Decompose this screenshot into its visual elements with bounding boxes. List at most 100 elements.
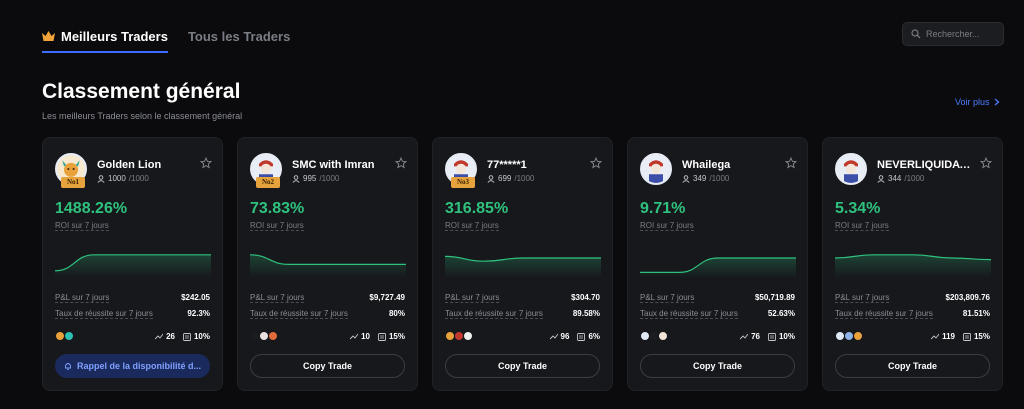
trade-stats: 119 15% bbox=[931, 332, 990, 341]
trader-card[interactable]: NEVERLIQUIDATE... 344/1000 5.34% ROI sur… bbox=[822, 137, 1003, 391]
coin-icon bbox=[463, 331, 473, 341]
copiers-value: 995 bbox=[303, 174, 317, 183]
win-rate-row: Taux de réussite sur 7 jours 52.63% bbox=[640, 309, 795, 319]
trade-stats: 26 10% bbox=[155, 332, 210, 341]
button-label: Rappel de la disponibilité d... bbox=[76, 361, 201, 371]
trader-name[interactable]: NEVERLIQUIDATE... bbox=[877, 159, 977, 171]
rank-badge: No2 bbox=[256, 177, 280, 188]
coin-icons bbox=[55, 331, 74, 341]
roi-value: 316.85% bbox=[445, 200, 509, 217]
sparkline-line bbox=[835, 254, 991, 261]
tab-bar: Meilleurs Traders Tous les Traders bbox=[42, 22, 290, 53]
tab-all-traders-label: Tous les Traders bbox=[187, 28, 291, 44]
copiers-count: 995/1000 bbox=[292, 174, 339, 183]
user-icon bbox=[877, 174, 885, 183]
availability-reminder-button[interactable]: Rappel de la disponibilité d... bbox=[55, 354, 210, 378]
coin-icon bbox=[268, 331, 278, 341]
bell-icon bbox=[65, 363, 71, 370]
tab-all-traders[interactable]: Tous les Traders bbox=[188, 24, 290, 48]
copiers-count: 699/1000 bbox=[487, 174, 534, 183]
trades-icon bbox=[155, 333, 164, 339]
sparkline-line bbox=[55, 254, 211, 272]
trader-card[interactable]: No3 77*****1 699/1000 316.85% ROI sur 7 … bbox=[432, 137, 613, 391]
trader-avatar[interactable]: No2 bbox=[250, 153, 282, 188]
sparkline-area bbox=[250, 254, 406, 278]
star-icon[interactable] bbox=[785, 157, 797, 169]
pnl-label: P&L sur 7 jours bbox=[445, 293, 500, 303]
coin-icon bbox=[64, 331, 74, 341]
pnl-value: $242.05 bbox=[181, 293, 210, 302]
trader-name[interactable]: Golden Lion bbox=[97, 159, 162, 171]
person-avatar-icon bbox=[642, 155, 670, 183]
win-rate-value: 52.63% bbox=[767, 309, 795, 318]
trader-card[interactable]: No2 SMC with Imran 995/1000 73.83% ROI s… bbox=[237, 137, 418, 391]
roi-label: ROI sur 7 jours bbox=[55, 221, 109, 231]
roi-sparkline bbox=[55, 254, 211, 278]
trades-icon bbox=[931, 333, 940, 339]
copy-trade-button[interactable]: Copy Trade bbox=[640, 354, 795, 378]
copiers-value: 699 bbox=[498, 174, 512, 183]
profit-share-icon bbox=[768, 332, 776, 341]
trades-count: 119 bbox=[942, 332, 955, 341]
win-rate-value: 81.51% bbox=[962, 309, 990, 318]
trader-avatar[interactable]: No1 bbox=[55, 153, 87, 188]
profit-share-icon bbox=[577, 332, 586, 341]
trade-stats: 96 6% bbox=[549, 332, 600, 341]
roi-value: 5.34% bbox=[835, 200, 881, 217]
trader-avatar[interactable] bbox=[640, 153, 672, 185]
page-title: Classement général bbox=[42, 80, 241, 103]
pnl-row: P&L sur 7 jours $203,809.76 bbox=[835, 293, 990, 303]
star-icon[interactable] bbox=[980, 157, 992, 169]
search-icon bbox=[911, 29, 921, 39]
trader-avatar[interactable]: No3 bbox=[445, 153, 477, 188]
sparkline-line bbox=[640, 257, 796, 273]
win-rate-value: 80% bbox=[388, 309, 405, 318]
win-rate-label: Taux de réussite sur 7 jours bbox=[55, 309, 153, 319]
tab-top-traders-label: Meilleurs Traders bbox=[61, 28, 168, 44]
copiers-max: /1000 bbox=[904, 174, 925, 183]
trader-card[interactable]: No1 Golden Lion 1000/1000 1488.26% ROI s… bbox=[42, 137, 223, 391]
copy-trade-button[interactable]: Copy Trade bbox=[250, 354, 405, 378]
button-label: Copy Trade bbox=[302, 361, 352, 371]
roi-label: ROI sur 7 jours bbox=[250, 221, 304, 231]
trader-name[interactable]: Whailega bbox=[682, 159, 731, 171]
trader-name[interactable]: SMC with Imran bbox=[292, 159, 375, 171]
user-icon bbox=[97, 174, 105, 183]
star-icon[interactable] bbox=[590, 157, 602, 169]
trader-name[interactable]: 77*****1 bbox=[487, 159, 527, 171]
win-rate-label: Taux de réussite sur 7 jours bbox=[835, 309, 933, 319]
copiers-max: /1000 bbox=[514, 174, 535, 183]
roi-sparkline bbox=[640, 257, 796, 278]
roi-sparkline bbox=[250, 254, 406, 278]
trades-count: 96 bbox=[560, 332, 570, 341]
star-icon[interactable] bbox=[395, 157, 407, 169]
win-rate-row: Taux de réussite sur 7 jours 89.58% bbox=[445, 309, 600, 319]
tab-top-traders[interactable]: Meilleurs Traders bbox=[42, 24, 168, 53]
roi-value: 9.71% bbox=[640, 200, 686, 217]
star-icon[interactable] bbox=[200, 157, 212, 169]
sparkline-line bbox=[250, 254, 406, 265]
trader-card[interactable]: Whailega 349/1000 9.71% ROI sur 7 jours … bbox=[627, 137, 808, 391]
search-box[interactable] bbox=[902, 22, 1004, 46]
copiers-count: 1000/1000 bbox=[97, 174, 149, 183]
copiers-max: /1000 bbox=[709, 174, 730, 183]
copy-trade-button[interactable]: Copy Trade bbox=[445, 354, 600, 378]
copiers-value: 1000 bbox=[108, 174, 126, 183]
copiers-value: 344 bbox=[888, 174, 902, 183]
pnl-label: P&L sur 7 jours bbox=[250, 293, 305, 303]
see-more-label: Voir plus bbox=[955, 97, 990, 107]
copy-trade-button[interactable]: Copy Trade bbox=[835, 354, 990, 378]
profit-share: 15% bbox=[388, 332, 405, 341]
user-icon bbox=[487, 174, 495, 183]
win-rate-label: Taux de réussite sur 7 jours bbox=[250, 309, 348, 319]
pnl-label: P&L sur 7 jours bbox=[640, 293, 695, 303]
pnl-value: $50,719.89 bbox=[754, 293, 795, 302]
profit-share-icon bbox=[963, 332, 971, 341]
rank-badge: No3 bbox=[451, 177, 475, 188]
trader-avatar[interactable] bbox=[835, 153, 867, 185]
see-more-link[interactable]: Voir plus bbox=[955, 97, 1000, 107]
pnl-row: P&L sur 7 jours $9,727.49 bbox=[250, 293, 405, 303]
search-input[interactable] bbox=[926, 29, 996, 39]
roi-label: ROI sur 7 jours bbox=[445, 221, 499, 231]
profit-share-icon bbox=[378, 332, 386, 341]
